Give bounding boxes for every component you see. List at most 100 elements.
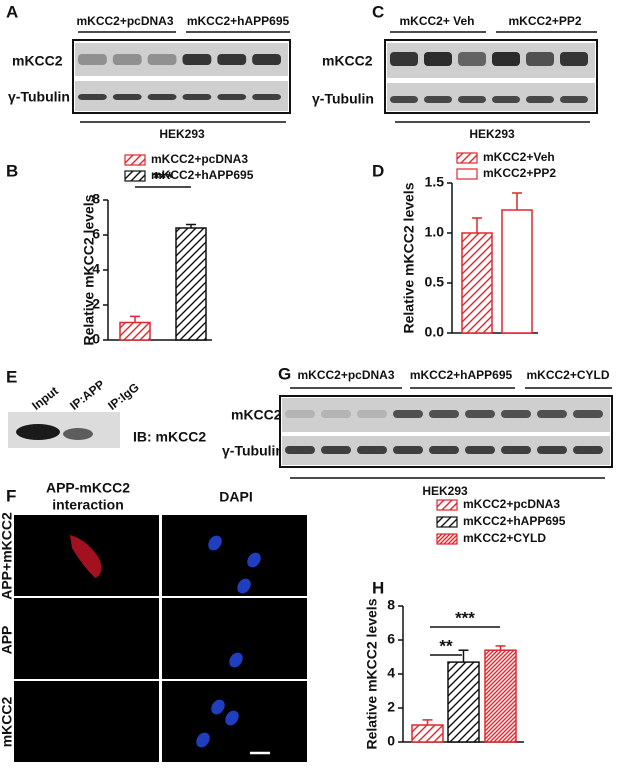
y-tick-label: 6 bbox=[92, 226, 100, 242]
nucleus bbox=[225, 710, 239, 726]
blot-band bbox=[429, 446, 459, 454]
y-tick-label: 2 bbox=[92, 296, 100, 312]
blot-band bbox=[501, 446, 531, 454]
significance-label: ** bbox=[439, 636, 453, 655]
legend-label: mKCC2+PP2 bbox=[483, 166, 556, 180]
group-label: mKCC2+hAPP695 bbox=[410, 368, 513, 382]
y-tick-label: 1.0 bbox=[425, 224, 445, 240]
blot-band bbox=[285, 410, 315, 418]
y-axis-label: Relative mKCC2 levels bbox=[81, 194, 97, 345]
row-label: APP+mKCC2 bbox=[0, 512, 15, 600]
column-label: DAPI bbox=[219, 489, 252, 505]
blot-band bbox=[537, 410, 567, 418]
blot-band bbox=[560, 96, 588, 103]
bar bbox=[484, 649, 517, 743]
row-label: γ-Tubulin bbox=[222, 443, 284, 459]
blot-band bbox=[393, 446, 423, 454]
blot-band bbox=[390, 52, 418, 66]
group-label: mKCC2+PP2 bbox=[508, 14, 581, 28]
panel-letter: D bbox=[372, 161, 384, 180]
blot-band bbox=[182, 94, 212, 100]
blot-band bbox=[285, 446, 315, 454]
blot-band bbox=[147, 94, 177, 100]
legend-swatch bbox=[436, 516, 458, 528]
blot-band bbox=[390, 96, 418, 103]
blot-band bbox=[465, 410, 495, 418]
bar bbox=[119, 321, 151, 341]
lane-label: Input bbox=[29, 384, 61, 413]
blot-band bbox=[112, 54, 142, 65]
blot-band bbox=[78, 54, 107, 65]
blot-band bbox=[465, 446, 495, 454]
blot-band bbox=[147, 54, 177, 65]
group-label: mKCC2+pcDNA3 bbox=[76, 14, 173, 28]
column-label: interaction bbox=[52, 497, 124, 513]
legend-swatch bbox=[436, 499, 458, 511]
blot-band bbox=[537, 446, 567, 454]
nucleus bbox=[211, 699, 225, 715]
blot-band bbox=[526, 96, 554, 103]
micrographs bbox=[14, 515, 307, 762]
y-tick-label: 8 bbox=[92, 191, 100, 207]
blot-band bbox=[560, 52, 588, 66]
blot-band bbox=[429, 410, 459, 418]
bar bbox=[175, 227, 207, 341]
nucleus bbox=[229, 652, 243, 668]
blot-band bbox=[63, 428, 93, 440]
legend-swatch bbox=[124, 154, 146, 166]
micrograph bbox=[162, 515, 307, 596]
panel-letter: H bbox=[372, 578, 384, 597]
y-axis-label: Relative mKCC2 levels bbox=[401, 182, 417, 333]
cell-signal bbox=[70, 535, 102, 578]
row-label: mKCC2 bbox=[0, 697, 15, 748]
blot-band bbox=[492, 52, 520, 66]
blot-band bbox=[573, 446, 603, 454]
blot-band bbox=[217, 94, 247, 100]
blot-band bbox=[501, 410, 531, 418]
legend-label: mKCC2+CYLD bbox=[463, 531, 546, 545]
y-tick-label: 0.5 bbox=[425, 274, 445, 290]
y-axis-label: Relative mKCC2 levels bbox=[364, 598, 380, 749]
row-label: mKCC2 bbox=[231, 407, 282, 423]
group-label: mKCC2+hAPP695 bbox=[187, 14, 290, 28]
blot-band bbox=[458, 96, 486, 103]
group-label: mKCC2+pcDNA3 bbox=[297, 368, 394, 382]
row-label: mKCC2 bbox=[12, 53, 63, 69]
panel-letter: C bbox=[372, 2, 384, 21]
row-label: mKCC2 bbox=[322, 53, 373, 69]
blot-band bbox=[357, 410, 387, 418]
legend-swatch bbox=[436, 533, 458, 545]
group-label: mKCC2+ Veh bbox=[399, 14, 474, 28]
blot-band bbox=[182, 54, 212, 65]
lane-label: IP:APP bbox=[67, 377, 107, 413]
y-tick-label: 0 bbox=[387, 733, 395, 749]
nucleus bbox=[196, 732, 210, 748]
micrograph bbox=[14, 598, 159, 679]
nucleus bbox=[237, 578, 251, 594]
row-label: γ-Tubulin bbox=[8, 89, 70, 105]
legend-swatch bbox=[124, 170, 146, 182]
blot-band bbox=[321, 410, 351, 418]
blot-band bbox=[78, 94, 107, 100]
blot-band bbox=[458, 52, 486, 66]
panel-letter: B bbox=[6, 161, 18, 180]
probe-label: IB: mKCC2 bbox=[133, 429, 206, 445]
blot-band bbox=[424, 52, 452, 66]
panel-letter: E bbox=[6, 367, 17, 386]
panel-letter: F bbox=[6, 486, 16, 505]
blot-band bbox=[393, 410, 423, 418]
y-tick-label: 8 bbox=[387, 597, 395, 613]
blot-band bbox=[217, 54, 247, 65]
bar bbox=[501, 209, 533, 334]
cell-line-label: HEK293 bbox=[422, 484, 468, 498]
y-tick-label: 2 bbox=[387, 699, 395, 715]
blot-band bbox=[424, 96, 452, 103]
y-tick-label: 4 bbox=[387, 665, 395, 681]
cell-line-label: HEK293 bbox=[159, 127, 205, 141]
lane-label: IP:IgG bbox=[105, 380, 141, 413]
blot-row bbox=[387, 83, 595, 111]
bar bbox=[447, 661, 480, 743]
row-label: γ-Tubulin bbox=[312, 91, 374, 107]
blot-band bbox=[112, 94, 142, 100]
